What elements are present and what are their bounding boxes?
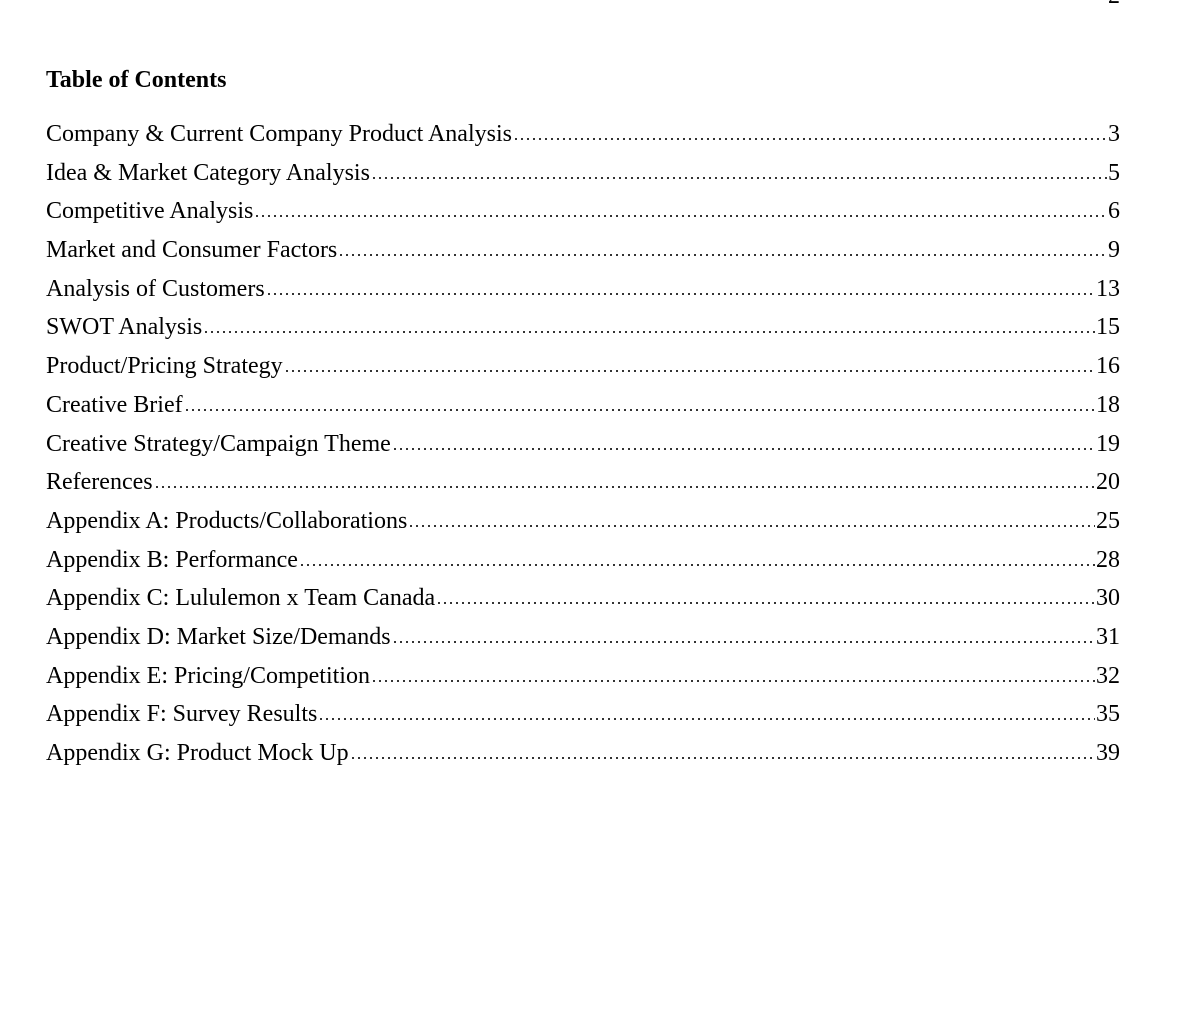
toc-list: Company & Current Company Product Analys… — [46, 115, 1120, 773]
entry-label: Appendix C: Lululemon x Team Canada — [46, 585, 436, 612]
entry-page: 6 — [1108, 198, 1120, 225]
dot-leader — [254, 214, 1107, 219]
dot-leader — [349, 756, 1095, 760]
dot-leader — [436, 601, 1095, 606]
entry-page: 19 — [1096, 430, 1120, 457]
entry-label: Creative Brief — [46, 391, 183, 418]
toc-entry: Competitive Analysis 6 — [46, 192, 1120, 231]
entry-page: 18 — [1096, 391, 1120, 418]
page-number: 2 — [1108, 0, 1120, 8]
entry-label: Analysis of Customers — [46, 275, 265, 302]
entry-page: 9 — [1108, 237, 1120, 264]
dot-leader — [153, 485, 1095, 490]
entry-label: Appendix G: Product Mock Up — [46, 740, 349, 766]
dot-leader — [183, 407, 1095, 412]
toc-title: Table of Contents — [46, 67, 227, 93]
entry-page: 32 — [1096, 662, 1120, 689]
toc-entry: Appendix D: Market Size/Demands 31 — [46, 618, 1120, 657]
entry-page: 20 — [1096, 469, 1120, 496]
toc-entry: Creative Strategy/Campaign Theme 19 — [46, 425, 1120, 464]
entry-page: 39 — [1096, 740, 1120, 766]
entry-label: Appendix B: Performance — [46, 546, 298, 573]
toc-entry: Appendix F: Survey Results 35 — [46, 695, 1120, 734]
toc-entry: Appendix G: Product Mock Up 39 — [46, 734, 1120, 773]
entry-page: 28 — [1096, 546, 1120, 573]
toc-entry: Appendix B: Performance 28 — [46, 541, 1120, 580]
toc-entry: Product/Pricing Strategy 16 — [46, 347, 1120, 386]
entry-label: Market and Consumer Factors — [46, 237, 338, 264]
dot-leader — [370, 678, 1095, 683]
entry-page: 30 — [1096, 585, 1120, 612]
entry-page: 13 — [1096, 275, 1120, 302]
dot-leader — [512, 137, 1107, 141]
dot-leader — [408, 523, 1095, 528]
toc-entry: Appendix E: Pricing/Competition 32 — [46, 657, 1120, 696]
dot-leader — [338, 253, 1107, 258]
entry-label: Competitive Analysis — [46, 198, 254, 225]
dot-leader — [283, 369, 1095, 374]
toc-entry: Creative Brief 18 — [46, 386, 1120, 425]
toc-entry: SWOT Analysis 15 — [46, 308, 1120, 347]
entry-label: References — [46, 469, 153, 496]
entry-page: 5 — [1108, 159, 1120, 186]
entry-page: 35 — [1096, 701, 1120, 728]
dot-leader — [265, 291, 1095, 296]
dot-leader — [203, 330, 1095, 335]
toc-entry: References 20 — [46, 463, 1120, 502]
entry-page: 16 — [1096, 353, 1120, 380]
entry-label: Company & Current Company Product Analys… — [46, 121, 512, 147]
entry-label: Appendix E: Pricing/Competition — [46, 662, 370, 689]
toc-entry: Market and Consumer Factors 9 — [46, 231, 1120, 270]
entry-label: SWOT Analysis — [46, 314, 203, 341]
entry-label: Creative Strategy/Campaign Theme — [46, 430, 391, 457]
toc-entry: Appendix C: Lululemon x Team Canada 30 — [46, 579, 1120, 618]
entry-label: Appendix A: Products/Collaborations — [46, 507, 408, 534]
dot-leader — [298, 562, 1095, 567]
entry-page: 3 — [1108, 121, 1120, 147]
toc-entry: Company & Current Company Product Analys… — [46, 115, 1120, 154]
dot-leader — [318, 717, 1095, 722]
entry-page: 31 — [1096, 623, 1120, 650]
entry-label: Appendix D: Market Size/Demands — [46, 623, 391, 650]
toc-entry: Appendix A: Products/Collaborations 25 — [46, 502, 1120, 541]
dot-leader — [370, 175, 1107, 180]
dot-leader — [391, 446, 1095, 451]
entry-page: 25 — [1096, 507, 1120, 534]
entry-label: Idea & Market Category Analysis — [46, 159, 370, 186]
entry-page: 15 — [1096, 314, 1120, 341]
toc-entry: Idea & Market Category Analysis 5 — [46, 154, 1120, 193]
entry-label: Product/Pricing Strategy — [46, 353, 283, 380]
toc-entry: Analysis of Customers 13 — [46, 270, 1120, 309]
dot-leader — [391, 639, 1095, 644]
entry-label: Appendix F: Survey Results — [46, 701, 318, 728]
